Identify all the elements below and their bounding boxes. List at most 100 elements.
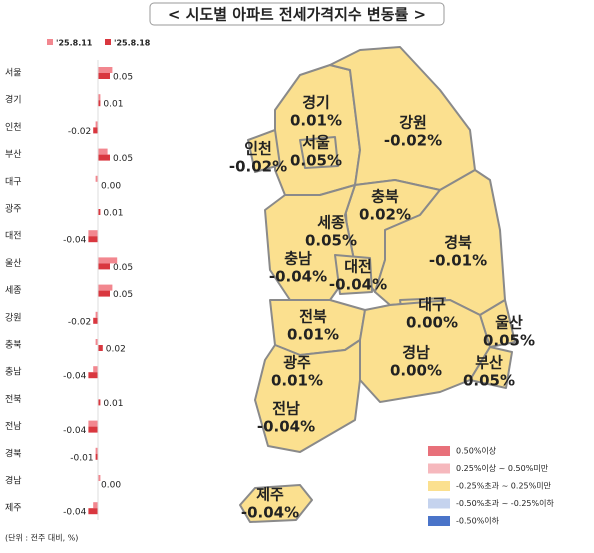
category-label: 경기 [5,94,22,106]
legend-swatch [428,463,450,474]
bar [98,67,113,73]
legend-label: 0.50%이상 [456,446,497,456]
region-name: 세종 [317,214,345,232]
bar [95,447,98,454]
region-value: 0.05% [305,232,357,250]
value-label: 0.01 [103,100,123,110]
category-label: 전북 [5,394,22,405]
value-label: -0.04 [63,372,87,382]
value-label: 0.05 [113,73,133,83]
region-value: 0.00% [406,314,458,332]
region-name: 서울 [302,134,330,152]
category-label: 전남 [5,421,22,432]
legend-swatch [428,516,450,526]
legend-swatch [47,39,53,45]
region-name: 경북 [444,234,472,252]
region-value: -0.02% [229,158,287,176]
bar [98,345,103,351]
value-label: 0.01 [103,209,123,219]
legend-label: -0.50%이하 [456,516,500,526]
region-name: 제주 [256,486,284,504]
region [264,184,356,301]
unit-note: (단위 : 전주 대비, %) [5,533,78,543]
value-label: 0.00 [101,481,121,491]
region-name: 대전 [344,258,372,276]
bar [98,399,101,406]
region [274,64,361,196]
region-value: -0.04% [241,504,299,522]
value-label: 0.01 [103,399,123,409]
category-label: 충북 [5,340,22,351]
legend-swatch [105,39,111,45]
bar [93,366,98,373]
region-name: 대구 [418,296,446,314]
region-name: 충남 [284,250,312,268]
legend-label: '25.8.18 [114,39,151,48]
region-name: 강원 [399,114,427,132]
category-label: 제주 [5,503,22,514]
region-value: -0.04% [257,418,315,436]
bar [88,426,98,433]
category-label: 대전 [5,231,22,242]
bar [95,339,98,345]
region-value: 0.02% [359,206,411,224]
value-label: 0.00 [101,181,121,191]
bar [98,209,101,215]
region-value: 0.00% [390,362,442,380]
value-label: 0.05 [113,290,133,300]
bar [88,420,98,427]
bar [98,100,101,107]
region-value: -0.02% [384,132,442,150]
legend-label: -0.25%초과 ~ 0.25%미만 [456,482,552,491]
title-box [149,2,445,26]
category-label: 서울 [5,68,22,79]
category-label: 인천 [5,122,22,133]
bar [88,236,98,243]
value-label: -0.04 [63,426,87,436]
value-label: 0.05 [113,154,133,164]
category-label: 부산 [5,149,22,160]
region-value: 0.05% [463,372,515,390]
region-value: 0.01% [290,112,342,130]
region-value: -0.01% [429,252,487,270]
region-value: 0.01% [271,372,323,390]
category-label: 광주 [5,203,22,215]
region-name: 울산 [495,314,523,332]
bar [95,175,98,182]
region [334,254,373,295]
bar [88,508,98,515]
region [299,136,339,169]
bar [98,73,110,79]
region-name: 경남 [402,344,430,362]
bar [98,263,110,270]
category-label: 경남 [5,475,22,487]
bar [95,453,98,460]
region-value: 0.05% [483,332,535,350]
bar [98,284,113,291]
legend-swatch [428,481,450,491]
region [254,339,361,453]
region-name: 전남 [272,400,300,418]
bar [98,257,118,264]
bar [98,94,101,101]
category-label: 강원 [5,312,22,323]
value-label: -0.04 [63,236,87,246]
bar [93,317,98,324]
value-label: -0.02 [68,127,91,137]
region-name: 부산 [475,354,503,372]
region-name: 경기 [302,94,330,112]
bar [95,311,98,318]
bar [88,372,98,379]
region-value: 0.05% [290,152,342,170]
bar [93,502,98,509]
bar [93,127,98,134]
category-label: 대구 [5,176,22,187]
region-value: -0.04% [269,268,327,286]
value-label: 0.02 [106,345,126,355]
category-label: 경북 [5,447,22,459]
bar [98,154,110,161]
region-name: 충북 [371,188,399,206]
region-value: -0.04% [329,276,387,294]
value-label: 0.05 [113,263,133,273]
